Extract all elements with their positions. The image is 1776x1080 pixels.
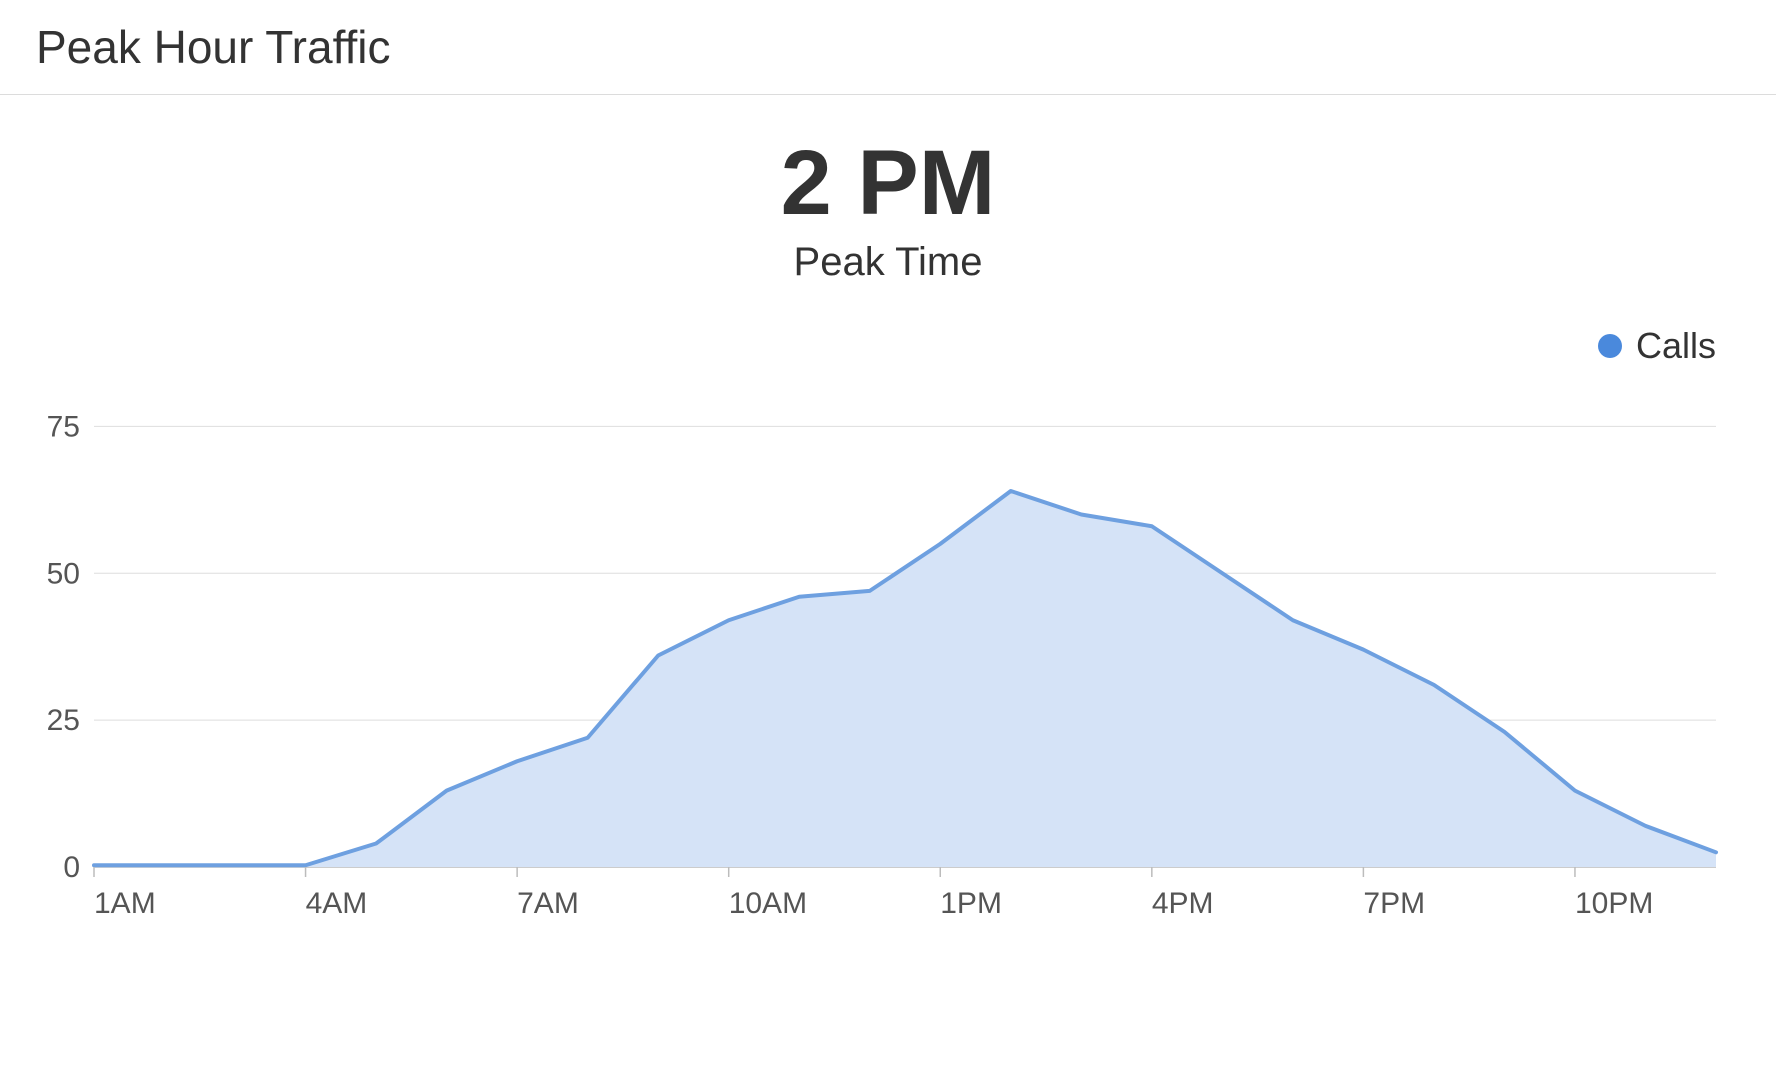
x-axis-label: 7AM	[517, 887, 579, 920]
y-axis-label: 0	[63, 851, 80, 884]
y-axis-label: 75	[47, 410, 80, 443]
x-axis-label: 1PM	[940, 887, 1002, 920]
chart-legend: Calls	[0, 295, 1776, 377]
x-axis-label: 7PM	[1363, 887, 1425, 920]
y-axis-label: 50	[47, 557, 80, 590]
summary-block: 2 PM Peak Time	[0, 95, 1776, 295]
peak-time-value: 2 PM	[0, 135, 1776, 232]
x-axis-label: 10AM	[729, 887, 807, 920]
card-title: Peak Hour Traffic	[36, 20, 1740, 74]
peak-time-label: Peak Time	[0, 240, 1776, 285]
x-axis-label: 10PM	[1575, 887, 1653, 920]
x-axis-label: 4PM	[1152, 887, 1214, 920]
legend-label: Calls	[1636, 325, 1716, 367]
legend-dot-icon	[1598, 334, 1622, 358]
x-axis-label: 4AM	[306, 887, 368, 920]
x-axis-label: 1AM	[94, 887, 156, 920]
series-area	[94, 491, 1716, 867]
traffic-area-chart: 0 25 50 75 1AM 4AM 7AM 10AM 1PM 4PM 7PM 10PM	[0, 377, 1776, 937]
card-header: Peak Hour Traffic	[0, 0, 1776, 95]
peak-hour-card: Peak Hour Traffic 2 PM Peak Time Calls 0…	[0, 0, 1776, 937]
chart-container: 0 25 50 75 1AM 4AM 7AM 10AM 1PM 4PM 7PM 10PM	[0, 377, 1776, 937]
y-axis-label: 25	[47, 704, 80, 737]
